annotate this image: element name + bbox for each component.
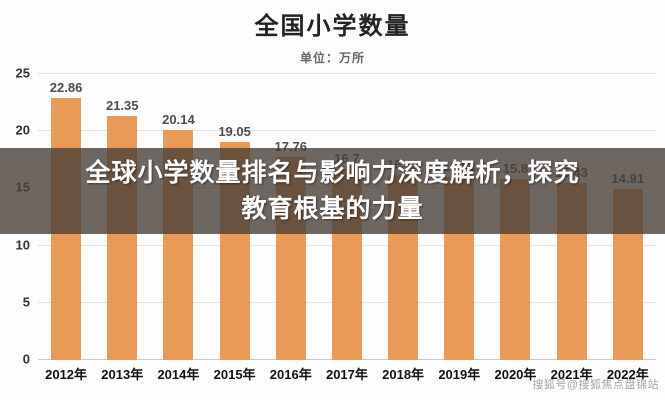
headline-line-1: 全球小学数量排名与影响力深度解析，探究 xyxy=(85,158,580,187)
bar-value-label: 19.05 xyxy=(218,124,251,140)
bar-value-label: 20.14 xyxy=(162,111,195,127)
bar-value-label: 22.86 xyxy=(49,80,83,96)
y-axis-tick: 0 xyxy=(22,351,30,367)
bar-value-label: 21.35 xyxy=(105,97,139,113)
x-axis-tick: 2020年 xyxy=(494,367,537,382)
x-axis-tick: 2013年 xyxy=(101,367,144,382)
watermark: 搜狐号@搜狐焦点盘锦站 xyxy=(532,379,659,391)
x-axis-tick: 2017年 xyxy=(325,367,368,382)
x-axis-tick: 2022年 xyxy=(606,367,649,382)
x-axis-tick: 2021年 xyxy=(550,367,593,382)
chart-title: 全国小学数量 xyxy=(254,13,411,40)
chart-header: 全国小学数量 单位：万所 xyxy=(0,6,665,66)
y-axis-tick: 10 xyxy=(15,237,30,253)
x-axis-labels: 2012年 2013年 2014年 2015年 2016年 2017年 2018年 2019年… xyxy=(38,364,656,383)
headline-overlay: 全球小学数量排名与影响力深度解析，探究 教育根基的力量 xyxy=(0,148,665,234)
headline-line-2: 教育根基的力量 xyxy=(241,195,424,223)
y-axis-tick: 5 xyxy=(22,294,30,310)
gridline: 20 xyxy=(16,123,656,138)
x-axis-tick: 2012年 xyxy=(45,367,88,382)
chart-subtitle: 单位：万所 xyxy=(299,51,365,65)
x-axis-tick: 2015年 xyxy=(213,367,256,382)
y-axis-tick: 20 xyxy=(15,122,30,138)
x-axis-tick: 2018年 xyxy=(382,367,425,382)
x-axis-tick: 2016年 xyxy=(269,367,312,382)
x-axis-tick: 2014年 xyxy=(157,367,200,382)
x-axis-tick: 2019年 xyxy=(438,367,481,382)
gridline: 25 xyxy=(16,66,656,81)
y-axis-tick: 25 xyxy=(15,65,30,81)
